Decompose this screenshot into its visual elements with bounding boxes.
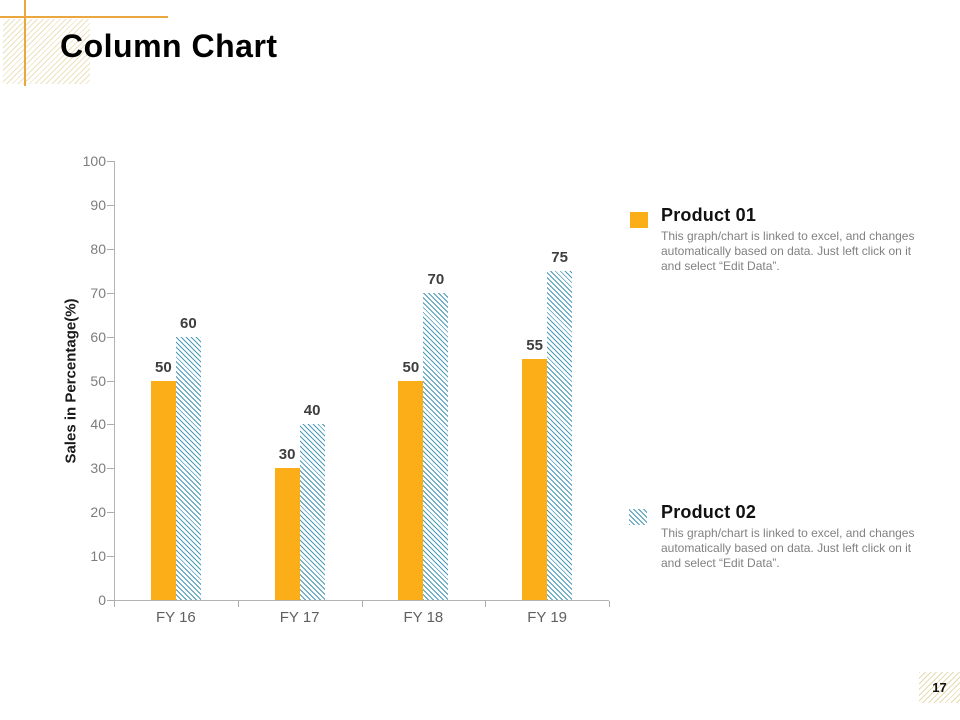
x-category-label: FY 18 <box>403 609 444 626</box>
x-tick-mark <box>114 601 115 607</box>
y-tick-label: 50 <box>90 372 106 389</box>
y-tick-label: 10 <box>90 548 106 565</box>
bar-value-label: 60 <box>180 314 197 332</box>
page-number: 17 <box>932 680 947 695</box>
bar-product-01-fy-17[interactable] <box>274 468 300 600</box>
y-tick-label: 30 <box>90 460 106 477</box>
legend-title-product-02: Product 02 <box>661 502 757 522</box>
x-category-label: FY 17 <box>279 609 320 626</box>
y-tick-mark <box>107 468 114 470</box>
y-tick-label: 20 <box>90 504 106 521</box>
bar-value-label: 70 <box>427 270 445 288</box>
x-axis-line <box>114 600 609 601</box>
bar-value-label: 40 <box>303 402 321 420</box>
legend-swatch-product-01 <box>630 212 648 228</box>
corner-hatch-square <box>3 19 90 84</box>
page-title: Column Chart <box>60 28 278 64</box>
y-axis-line <box>114 161 115 600</box>
y-tick-mark <box>107 292 114 294</box>
bar-value-label: 55 <box>526 336 543 354</box>
legend-swatch-product-02 <box>629 509 647 525</box>
x-tick-mark <box>485 601 487 607</box>
bar-product-01-fy-16[interactable] <box>150 380 176 600</box>
bar-value-label: 75 <box>551 248 568 266</box>
legend-title-product-01: Product 01 <box>661 205 757 225</box>
bar-value-label: 50 <box>155 358 172 376</box>
y-tick-mark <box>107 600 114 601</box>
y-tick-mark <box>107 204 114 206</box>
bar-product-02-fy-19[interactable] <box>547 270 573 600</box>
corner-horizontal-line <box>0 16 168 18</box>
y-tick-mark <box>107 161 114 162</box>
corner-vertical-line <box>24 0 26 86</box>
y-tick-label: 0 <box>98 592 106 608</box>
bar-value-label: 50 <box>402 358 420 376</box>
x-tick-mark <box>609 601 610 607</box>
y-tick-label: 100 <box>82 153 106 169</box>
x-tick-mark <box>237 601 239 607</box>
y-tick-mark <box>107 248 114 250</box>
page-number-badge: 17 <box>919 672 960 703</box>
y-tick-mark <box>107 336 114 338</box>
y-tick-mark <box>107 424 114 426</box>
bar-product-02-fy-16[interactable] <box>175 336 201 600</box>
bar-product-01-fy-18[interactable] <box>398 380 424 600</box>
bar-value-label: 30 <box>278 446 296 464</box>
legend-description-product-01: This graph/chart is linked to excel, and… <box>661 229 915 273</box>
y-tick-label: 80 <box>90 240 106 257</box>
y-tick-label: 90 <box>90 196 106 213</box>
y-tick-mark <box>107 556 114 558</box>
bar-product-02-fy-18[interactable] <box>423 292 449 600</box>
y-tick-label: 40 <box>90 416 106 433</box>
bar-product-01-fy-19[interactable] <box>522 358 548 600</box>
y-tick-mark <box>107 380 114 382</box>
x-category-label: FY 19 <box>527 609 567 626</box>
legend-description-product-02: This graph/chart is linked to excel, and… <box>661 526 915 570</box>
x-category-label: FY 16 <box>156 609 196 626</box>
y-tick-label: 70 <box>90 284 106 301</box>
y-tick-label: 60 <box>90 328 106 345</box>
x-tick-mark <box>361 601 363 607</box>
y-tick-mark <box>107 512 114 514</box>
bar-product-02-fy-17[interactable] <box>299 424 325 600</box>
